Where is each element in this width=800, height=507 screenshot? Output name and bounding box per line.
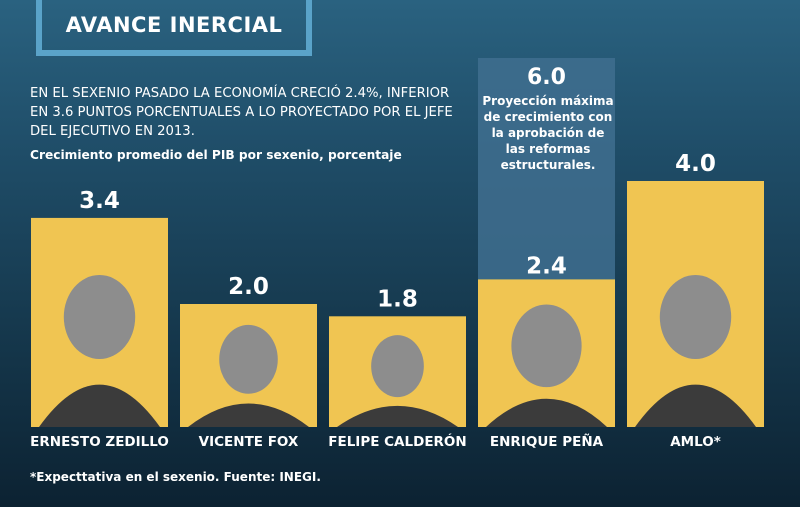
- bar-value-label: 2.4: [526, 253, 567, 279]
- portrait-body: [337, 405, 458, 427]
- portrait-head: [219, 324, 278, 394]
- portrait-body: [39, 384, 160, 427]
- projection-value-label: 6.0: [527, 65, 566, 90]
- bar-value-label: 4.0: [675, 151, 716, 177]
- chart-title: AVANCE INERCIAL: [65, 13, 283, 37]
- category-label: ENRIQUE PEÑA: [490, 433, 604, 450]
- portrait-body: [188, 403, 309, 427]
- bar-value-label: 3.4: [79, 188, 120, 214]
- portrait-head: [63, 275, 136, 359]
- category-label: VICENTE FOX: [199, 434, 299, 450]
- bar-value-label: 1.8: [377, 286, 418, 312]
- bar-value-label: 2.0: [228, 274, 269, 300]
- headline: EN EL SEXENIO PASADO LA ECONOMÍA CRECIÓ …: [30, 86, 453, 139]
- chart-subtitle: Crecimiento promedio del PIB por sexenio…: [30, 148, 402, 162]
- category-label: FELIPE CALDERÓN: [328, 432, 466, 450]
- portrait-body: [486, 398, 607, 427]
- projection-annotation: Proyección máxima de crecimiento con la …: [482, 94, 614, 172]
- portrait-head: [371, 335, 424, 398]
- footnote: *Expecttativa en el sexenio. Fuente: INE…: [30, 470, 321, 484]
- title-box: AVANCE INERCIAL: [36, 0, 312, 56]
- portrait-head: [659, 275, 732, 359]
- portrait-head: [511, 304, 582, 388]
- category-label: AMLO*: [670, 434, 721, 450]
- category-label: ERNESTO ZEDILLO: [30, 434, 169, 450]
- portrait-body: [635, 384, 756, 427]
